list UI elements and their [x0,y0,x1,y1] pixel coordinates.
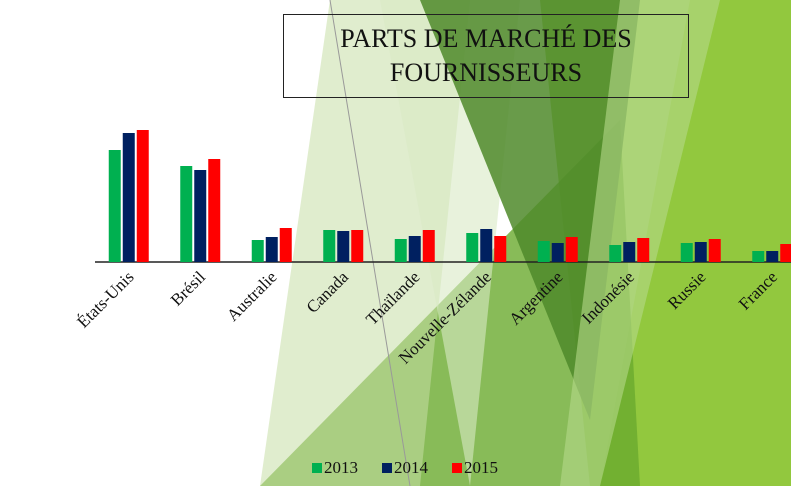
bar [351,230,364,262]
bar [108,150,121,262]
bar [251,240,264,262]
bar [323,230,336,262]
bar [551,243,564,262]
bar [494,236,507,262]
bar [637,238,650,262]
bar [537,241,550,262]
x-tick-label: Brésil [167,267,209,309]
bar [394,239,407,262]
legend-swatch [452,463,462,473]
bar [122,133,135,262]
bar [680,243,693,262]
legend-swatch [312,463,322,473]
chart-title: PARTS DE MARCHÉ DES FOURNISSEURS [283,14,689,98]
bar [408,236,421,262]
bar [208,159,221,262]
bar [694,242,707,262]
legend-label: 2014 [394,458,429,477]
bar [265,237,278,262]
legend-label: 2015 [464,458,498,477]
bar [780,244,791,262]
bar [708,239,721,262]
bar [623,242,636,262]
bar [136,130,149,262]
bar [422,230,435,262]
legend-swatch [382,463,392,473]
bar [480,229,493,262]
bar [565,237,578,262]
legend-label: 2013 [324,458,358,477]
bar [609,245,622,262]
x-tick-label: Australie [223,267,281,325]
bg-line [329,0,411,486]
bar [180,166,193,262]
bar [194,170,207,262]
bar [752,251,765,262]
bar [766,251,779,262]
x-tick-label: États-Unis [73,267,137,331]
bar [279,228,292,262]
bar [337,231,350,262]
bar [466,233,479,262]
